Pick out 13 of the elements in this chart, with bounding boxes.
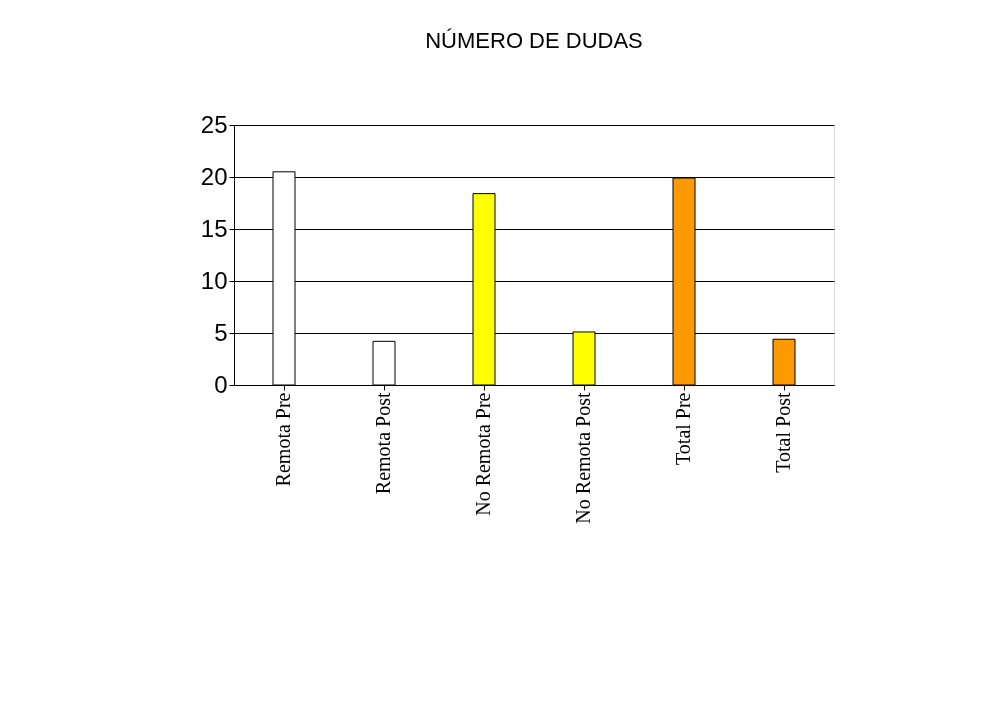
y-tick-label: 25 (200, 110, 228, 138)
y-tick-label: 0 (214, 370, 228, 398)
x-tick-label: Remota Post (372, 392, 394, 495)
chart-title: NÚMERO DE DUDAS (425, 28, 643, 53)
x-tick-label: No Remota Post (572, 392, 594, 524)
x-tick-label: Total Post (772, 392, 794, 473)
x-tick-label: No Remota Pre (472, 392, 494, 516)
x-tick-label: Total Pre (672, 392, 694, 465)
y-tick-label: 15 (200, 214, 228, 242)
y-tick-label: 20 (200, 162, 228, 190)
y-tick-label: 10 (200, 266, 228, 294)
x-tick-label: Remota Pre (272, 392, 294, 487)
y-tick-label: 5 (214, 318, 228, 346)
